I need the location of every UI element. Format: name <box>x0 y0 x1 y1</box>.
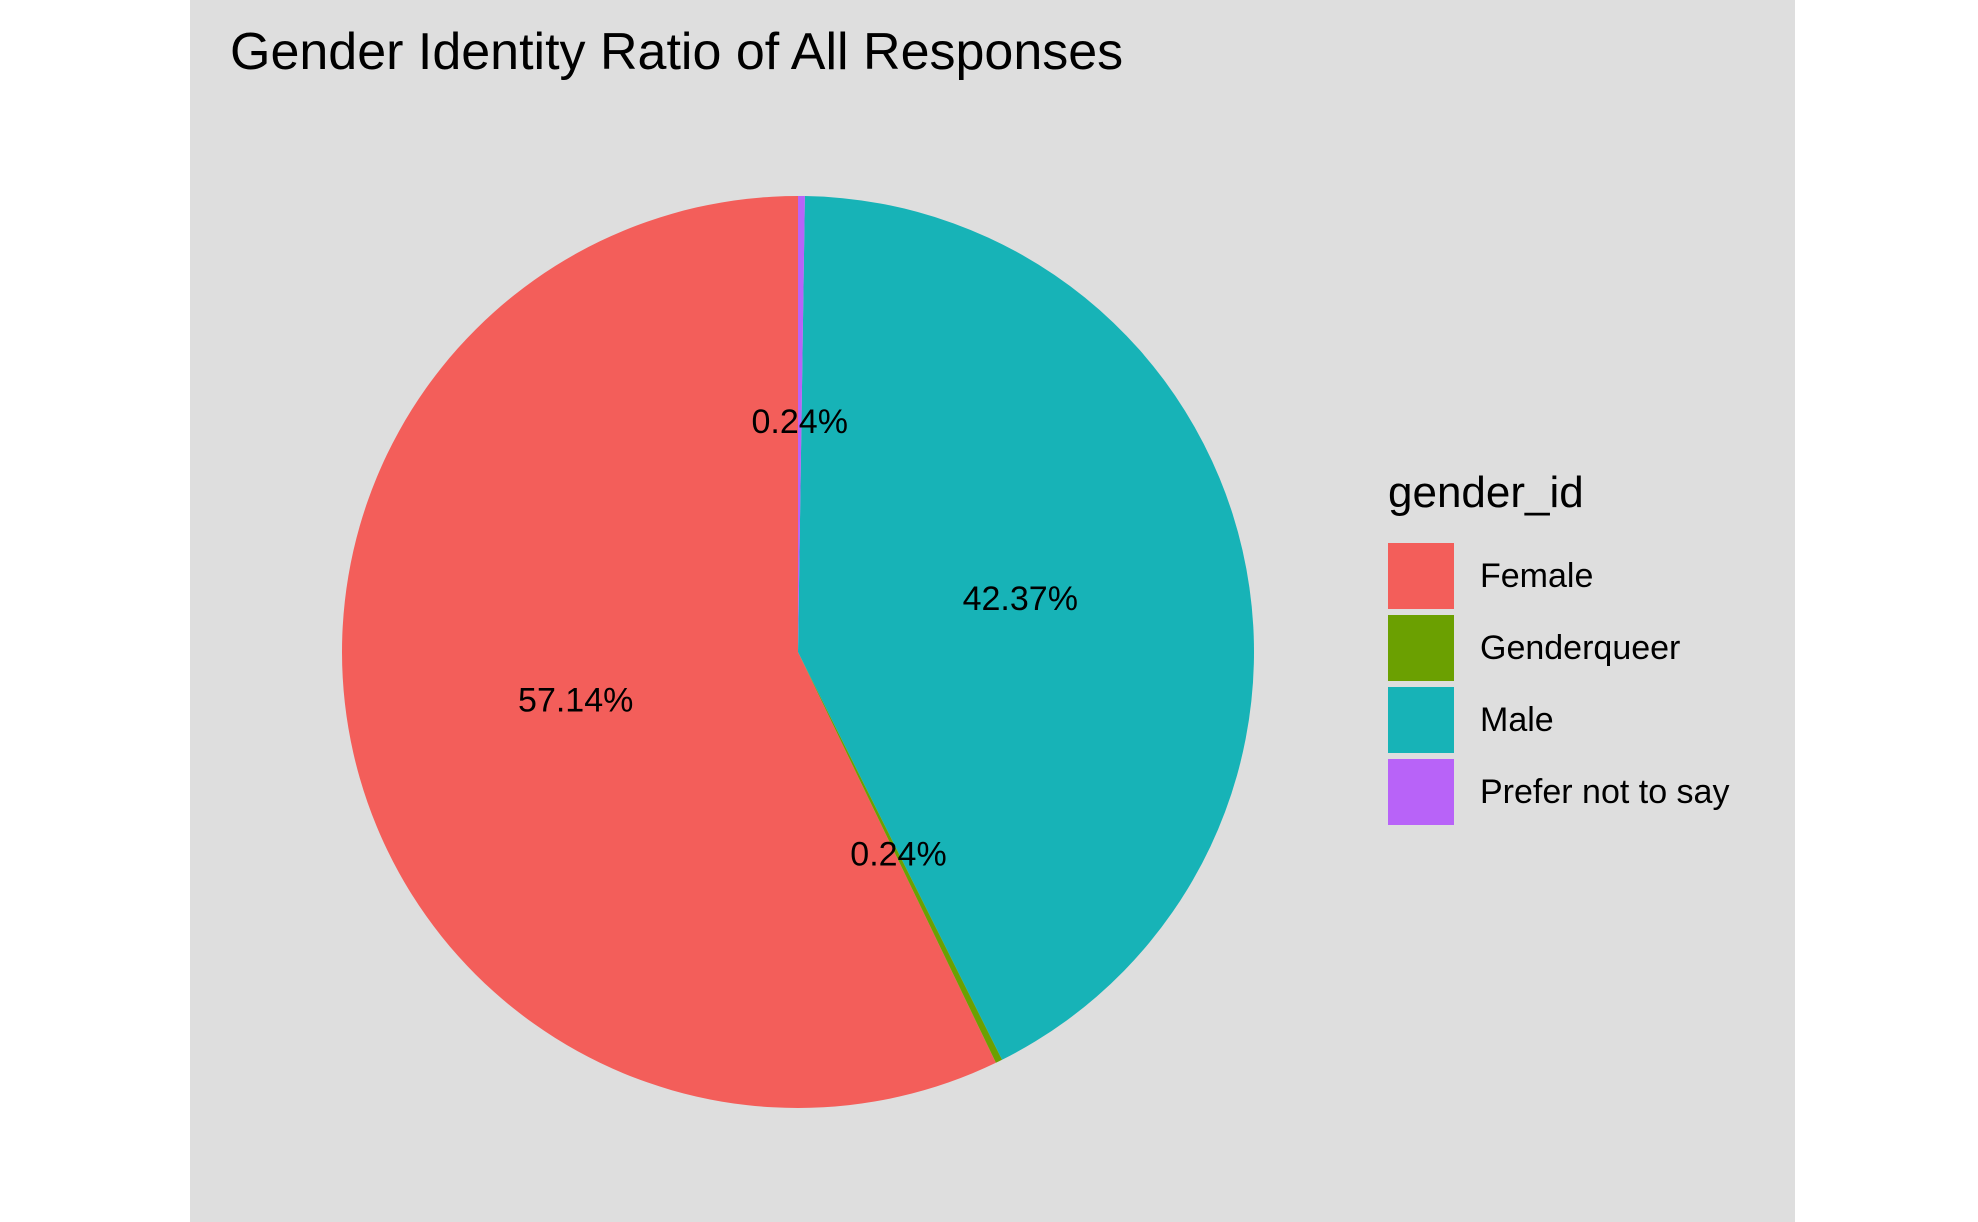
legend-label-female: Female <box>1480 556 1594 595</box>
slice-label-prefer-not-to-say: 0.24% <box>752 403 848 441</box>
legend-item-male: Male <box>1388 684 1729 756</box>
pie-slice-female <box>341 196 996 1108</box>
legend-label-genderqueer: Genderqueer <box>1480 628 1681 667</box>
legend-label-prefer-not-to-say: Prefer not to say <box>1480 772 1730 811</box>
legend-title: gender_id <box>1388 468 1584 517</box>
legend-item-genderqueer: Genderqueer <box>1388 612 1729 684</box>
legend-key-female <box>1388 543 1454 609</box>
pie-slice-genderqueer <box>798 652 1003 1063</box>
plot-panel: Gender Identity Ratio of All Responses 5… <box>190 0 1795 1222</box>
legend-label-male: Male <box>1480 700 1554 739</box>
legend-item-female: Female <box>1388 540 1729 612</box>
pie-slice-prefer-not-to-say <box>798 196 805 652</box>
legend-key-genderqueer <box>1388 615 1454 681</box>
legend-key-prefer-not-to-say <box>1388 759 1454 825</box>
legend-item-prefer-not-to-say: Prefer not to say <box>1388 756 1729 828</box>
slice-label-female: 57.14% <box>518 682 633 720</box>
legend-key-male <box>1388 687 1454 753</box>
slice-label-male: 42.37% <box>963 580 1078 618</box>
slice-label-genderqueer: 0.24% <box>850 836 946 874</box>
legend: gender_id Female Genderqueer Male Prefer… <box>1388 468 1729 828</box>
pie-slice-male <box>798 196 1255 1060</box>
pie-chart: 57.14% 0.24% 42.37% 0.24% <box>341 196 1255 1108</box>
chart-title: Gender Identity Ratio of All Responses <box>230 23 1124 81</box>
